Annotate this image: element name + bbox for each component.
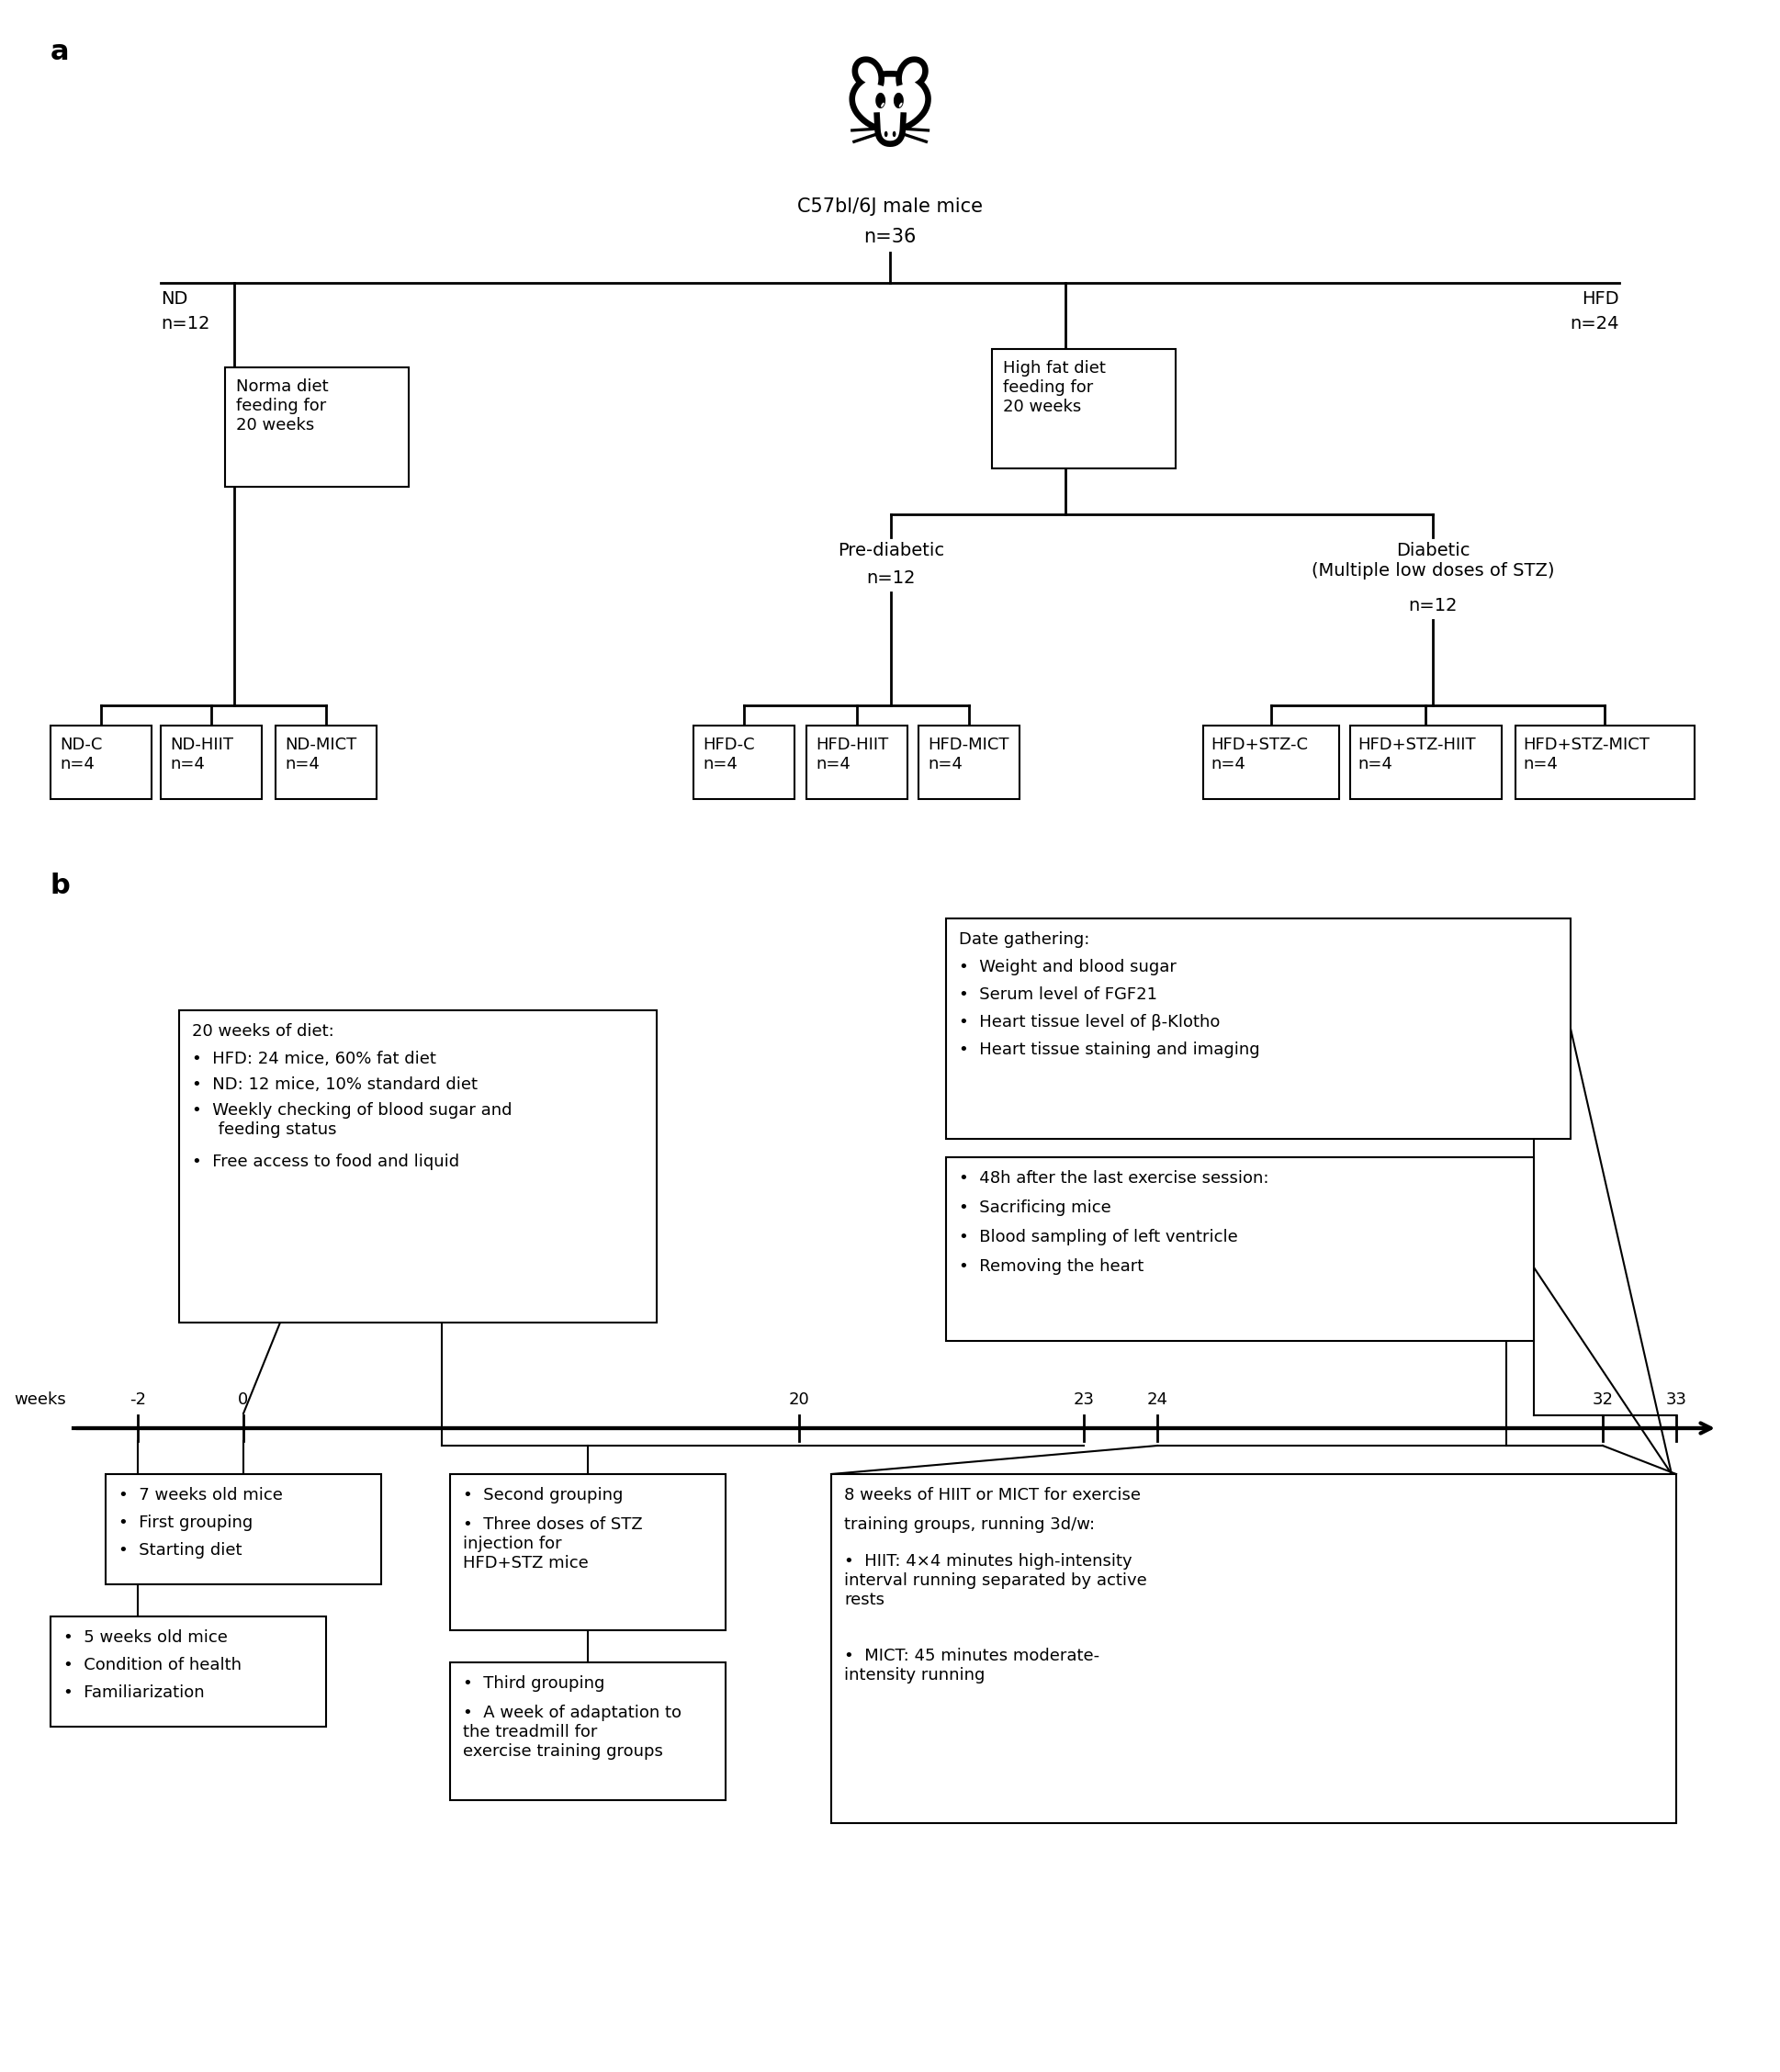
Text: 0: 0 <box>239 1392 249 1409</box>
Bar <box>450 1662 726 1801</box>
Text: ND: ND <box>160 290 187 307</box>
Text: Diabetic
(Multiple low doses of STZ): Diabetic (Multiple low doses of STZ) <box>1312 543 1554 580</box>
Bar <box>50 725 151 800</box>
Text: HFD+STZ-C
n=4: HFD+STZ-C n=4 <box>1210 736 1308 773</box>
Text: ND-HIIT
n=4: ND-HIIT n=4 <box>169 736 233 773</box>
Bar <box>694 725 794 800</box>
Text: HFD: HFD <box>1582 290 1620 307</box>
Text: 20 weeks of diet:: 20 weeks of diet: <box>192 1024 335 1040</box>
Text: HFD-MICT
n=4: HFD-MICT n=4 <box>927 736 1009 773</box>
Bar <box>991 348 1175 468</box>
Text: •  5 weeks old mice: • 5 weeks old mice <box>64 1629 228 1645</box>
Text: 23: 23 <box>1073 1392 1095 1409</box>
Bar <box>105 1473 381 1585</box>
Text: n=12: n=12 <box>160 315 210 332</box>
Text: •  Removing the heart: • Removing the heart <box>959 1258 1145 1274</box>
Text: •  Blood sampling of left ventricle: • Blood sampling of left ventricle <box>959 1229 1237 1245</box>
Bar <box>945 1158 1534 1341</box>
Text: 20: 20 <box>789 1392 810 1409</box>
Text: •  7 weeks old mice: • 7 weeks old mice <box>119 1488 283 1504</box>
Text: HFD+STZ-MICT
n=4: HFD+STZ-MICT n=4 <box>1524 736 1650 773</box>
Text: •  48h after the last exercise session:: • 48h after the last exercise session: <box>959 1171 1269 1187</box>
Bar <box>1351 725 1502 800</box>
Text: n=36: n=36 <box>863 228 917 247</box>
Bar <box>160 725 262 800</box>
Text: •  Second grouping: • Second grouping <box>463 1488 623 1504</box>
Text: ND-MICT
n=4: ND-MICT n=4 <box>285 736 356 773</box>
Text: •  Heart tissue staining and imaging: • Heart tissue staining and imaging <box>959 1042 1260 1059</box>
Text: b: b <box>50 872 71 899</box>
Bar <box>1203 725 1339 800</box>
Bar <box>945 918 1570 1140</box>
Text: High fat diet
feeding for
20 weeks: High fat diet feeding for 20 weeks <box>1002 361 1105 414</box>
Text: •  Free access to food and liquid: • Free access to food and liquid <box>192 1154 459 1171</box>
Text: 33: 33 <box>1666 1392 1687 1409</box>
Text: •  Third grouping: • Third grouping <box>463 1676 605 1691</box>
Text: HFD+STZ-HIIT
n=4: HFD+STZ-HIIT n=4 <box>1358 736 1476 773</box>
Text: •  Starting diet: • Starting diet <box>119 1542 242 1558</box>
Text: •  Condition of health: • Condition of health <box>64 1658 242 1674</box>
Bar <box>224 367 409 487</box>
Text: training groups, running 3d/w:: training groups, running 3d/w: <box>844 1517 1095 1533</box>
Text: •  Three doses of STZ
injection for
HFD+STZ mice: • Three doses of STZ injection for HFD+S… <box>463 1517 643 1571</box>
Text: •  HFD: 24 mice, 60% fat diet: • HFD: 24 mice, 60% fat diet <box>192 1051 436 1067</box>
Text: 24: 24 <box>1146 1392 1168 1409</box>
Bar <box>276 725 377 800</box>
Text: -2: -2 <box>130 1392 146 1409</box>
Text: n=12: n=12 <box>867 570 915 586</box>
Text: n=24: n=24 <box>1570 315 1620 332</box>
Bar <box>50 1616 326 1726</box>
Text: •  HIIT: 4×4 minutes high-intensity
interval running separated by active
rests: • HIIT: 4×4 minutes high-intensity inter… <box>844 1554 1146 1608</box>
Bar <box>918 725 1020 800</box>
Text: 8 weeks of HIIT or MICT for exercise: 8 weeks of HIIT or MICT for exercise <box>844 1488 1141 1504</box>
Text: •  First grouping: • First grouping <box>119 1515 253 1531</box>
Text: •  Weekly checking of blood sugar and
     feeding status: • Weekly checking of blood sugar and fee… <box>192 1102 513 1138</box>
Text: n=12: n=12 <box>1408 597 1458 615</box>
Text: •  Serum level of FGF21: • Serum level of FGF21 <box>959 986 1157 1003</box>
Text: Date gathering:: Date gathering: <box>959 930 1089 947</box>
Text: Norma diet
feeding for
20 weeks: Norma diet feeding for 20 weeks <box>237 379 329 433</box>
Text: •  Sacrificing mice: • Sacrificing mice <box>959 1200 1111 1216</box>
Text: •  MICT: 45 minutes moderate-
intensity running: • MICT: 45 minutes moderate- intensity r… <box>844 1647 1100 1682</box>
Bar <box>831 1473 1677 1823</box>
Text: 🐭: 🐭 <box>842 70 938 160</box>
Text: ND-C
n=4: ND-C n=4 <box>61 736 101 773</box>
Text: •  A week of adaptation to
the treadmill for
exercise training groups: • A week of adaptation to the treadmill … <box>463 1705 682 1759</box>
Text: HFD-C
n=4: HFD-C n=4 <box>703 736 755 773</box>
Text: •  Heart tissue level of β-Klotho: • Heart tissue level of β-Klotho <box>959 1013 1219 1030</box>
Text: HFD-HIIT
n=4: HFD-HIIT n=4 <box>815 736 888 773</box>
Text: •  Weight and blood sugar: • Weight and blood sugar <box>959 959 1177 976</box>
Text: Pre-diabetic: Pre-diabetic <box>838 543 943 559</box>
Text: •  ND: 12 mice, 10% standard diet: • ND: 12 mice, 10% standard diet <box>192 1077 477 1092</box>
Text: •  Familiarization: • Familiarization <box>64 1685 205 1701</box>
Text: weeks: weeks <box>14 1392 66 1409</box>
Text: a: a <box>50 39 69 64</box>
Text: C57bl/6J male mice: C57bl/6J male mice <box>797 197 983 215</box>
Bar <box>450 1473 726 1631</box>
Bar <box>1515 725 1695 800</box>
Bar <box>180 1011 657 1322</box>
Text: 32: 32 <box>1591 1392 1613 1409</box>
Bar <box>806 725 908 800</box>
